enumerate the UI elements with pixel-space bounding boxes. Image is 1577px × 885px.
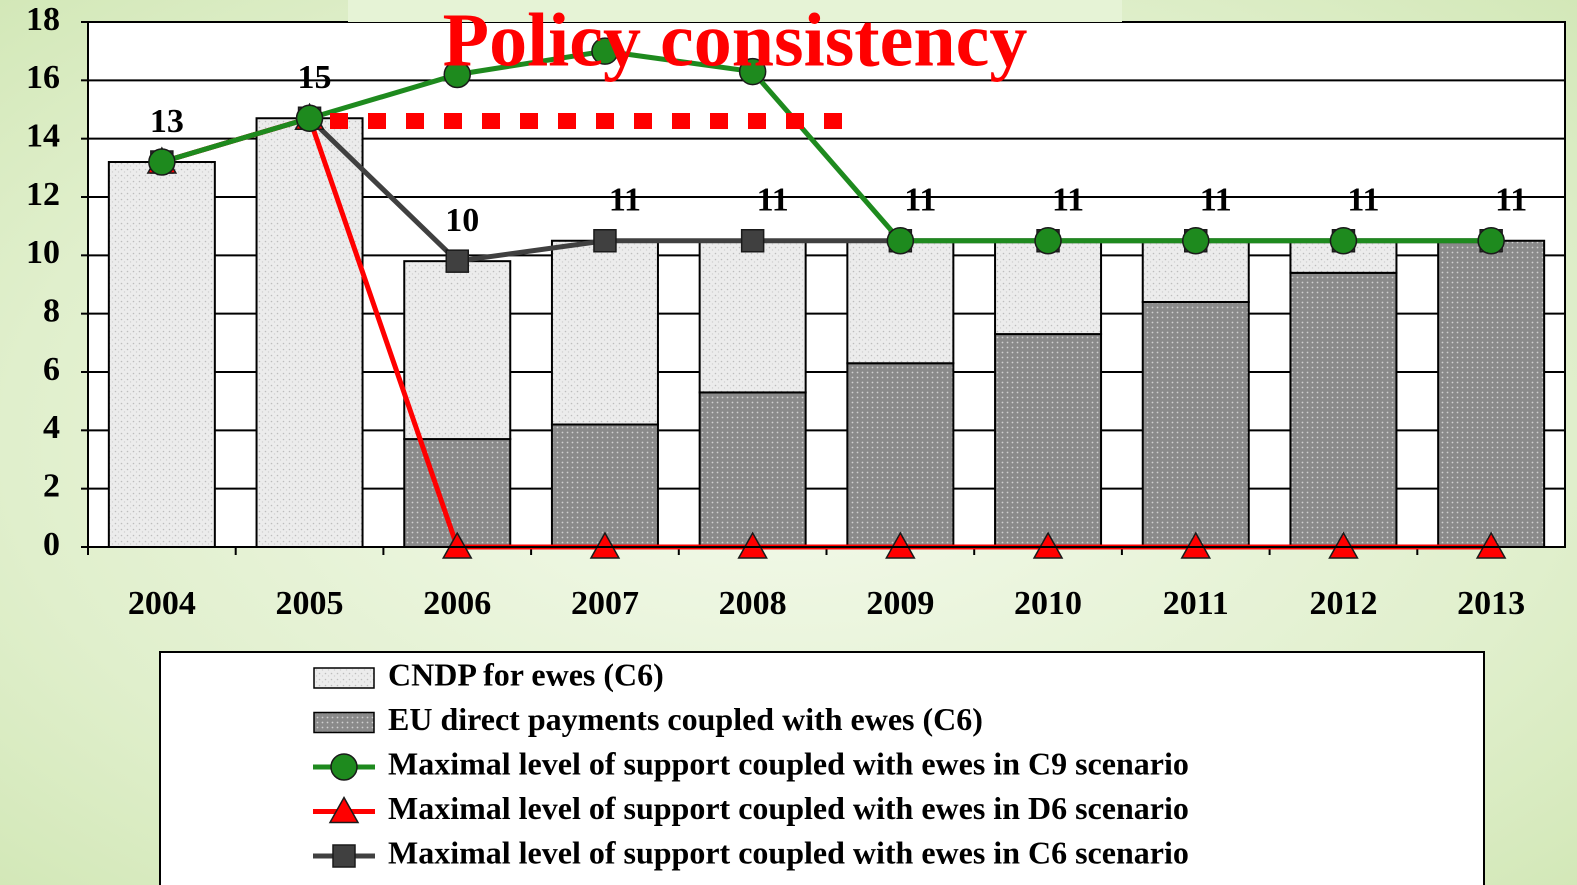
- legend-marker: [328, 795, 360, 824]
- bar-segment: [1141, 239, 1250, 303]
- x-tick-label: 2012: [1309, 585, 1377, 622]
- y-tick-label: 4: [43, 409, 60, 446]
- title-background: [348, 0, 1122, 22]
- series-marker: [295, 104, 324, 132]
- series-marker: [886, 227, 915, 255]
- y-tick-label: 18: [26, 1, 60, 38]
- data-label: 11: [757, 182, 789, 219]
- legend-label: EU direct payments coupled with ewes (C6…: [388, 701, 983, 737]
- series-marker: [591, 37, 619, 65]
- data-label: 11: [1347, 182, 1379, 219]
- series-marker: [441, 531, 473, 559]
- x-tick-label: 2006: [423, 585, 491, 622]
- bar-segment: [1437, 239, 1546, 548]
- x-tick-label: 2008: [719, 585, 787, 622]
- legend-label: CNDP for ewes (C6): [388, 656, 664, 692]
- series-marker: [1477, 227, 1505, 255]
- data-label: 11: [1200, 182, 1232, 219]
- bar-segment: [846, 362, 955, 548]
- series-marker: [885, 531, 916, 559]
- legend-marker: [332, 844, 356, 868]
- legend-frame: [159, 651, 1485, 885]
- legend-label: Maximal level of support coupled with ew…: [388, 745, 1189, 781]
- series-marker: [1328, 531, 1359, 559]
- series-marker: [589, 531, 621, 559]
- bar-segment: [698, 391, 807, 548]
- bar-segment: [994, 239, 1103, 336]
- y-tick-label: 14: [26, 117, 60, 154]
- x-tick-label: 2010: [1014, 585, 1082, 622]
- y-tick-label: 12: [26, 176, 60, 213]
- y-tick-label: 0: [43, 526, 60, 563]
- series-marker: [593, 229, 617, 253]
- x-tick-label: 2007: [571, 585, 639, 622]
- x-tick-label: 2004: [128, 585, 196, 622]
- x-tick-label: 2005: [276, 585, 344, 622]
- x-tick-label: 2011: [1163, 585, 1229, 622]
- series-marker: [1032, 531, 1064, 559]
- bar-segment: [846, 239, 955, 365]
- bar-segment: [698, 239, 807, 394]
- bar-segment: [255, 117, 364, 548]
- bar-segment: [550, 239, 659, 426]
- data-label: 11: [1052, 182, 1084, 219]
- legend-swatch: [313, 711, 375, 734]
- bar-segment: [1289, 271, 1398, 548]
- series-marker: [443, 60, 471, 89]
- series-marker: [445, 249, 469, 273]
- y-tick-label: 16: [26, 59, 60, 96]
- series-marker: [1329, 227, 1358, 255]
- series-marker: [740, 229, 765, 253]
- y-tick-label: 8: [43, 292, 60, 329]
- bar-segment: [403, 260, 512, 441]
- y-tick-label: 10: [26, 234, 60, 271]
- bar-segment: [107, 161, 216, 548]
- series-marker: [1180, 531, 1212, 559]
- series-line: [161, 48, 1492, 244]
- data-label: 10: [445, 202, 479, 239]
- y-tick-label: 2: [43, 467, 60, 504]
- data-label: 15: [298, 59, 332, 96]
- series-marker: [1034, 227, 1062, 255]
- series-marker: [737, 531, 768, 559]
- data-label: 11: [1495, 182, 1527, 219]
- bar-segment: [1289, 239, 1398, 274]
- bar-segment: [994, 333, 1103, 549]
- x-tick-label: 2013: [1457, 585, 1525, 622]
- data-label: 11: [609, 182, 641, 219]
- data-label: 11: [904, 182, 936, 219]
- legend-label: Maximal level of support coupled with ew…: [388, 790, 1189, 826]
- chart-title: Policy consistency: [443, 0, 1028, 82]
- bar-segment: [403, 438, 512, 549]
- bar-segment: [550, 423, 659, 548]
- series-marker: [738, 57, 767, 86]
- bar-segment: [1141, 301, 1250, 548]
- legend-swatch: [313, 667, 375, 689]
- data-label: 13: [150, 103, 184, 140]
- series-marker: [148, 148, 176, 176]
- series-marker: [1475, 531, 1507, 559]
- legend-label: Maximal level of support coupled with ew…: [388, 834, 1189, 870]
- y-tick-label: 6: [43, 351, 60, 388]
- x-tick-label: 2009: [866, 585, 934, 622]
- series-marker: [1182, 227, 1210, 255]
- legend-marker: [330, 753, 358, 781]
